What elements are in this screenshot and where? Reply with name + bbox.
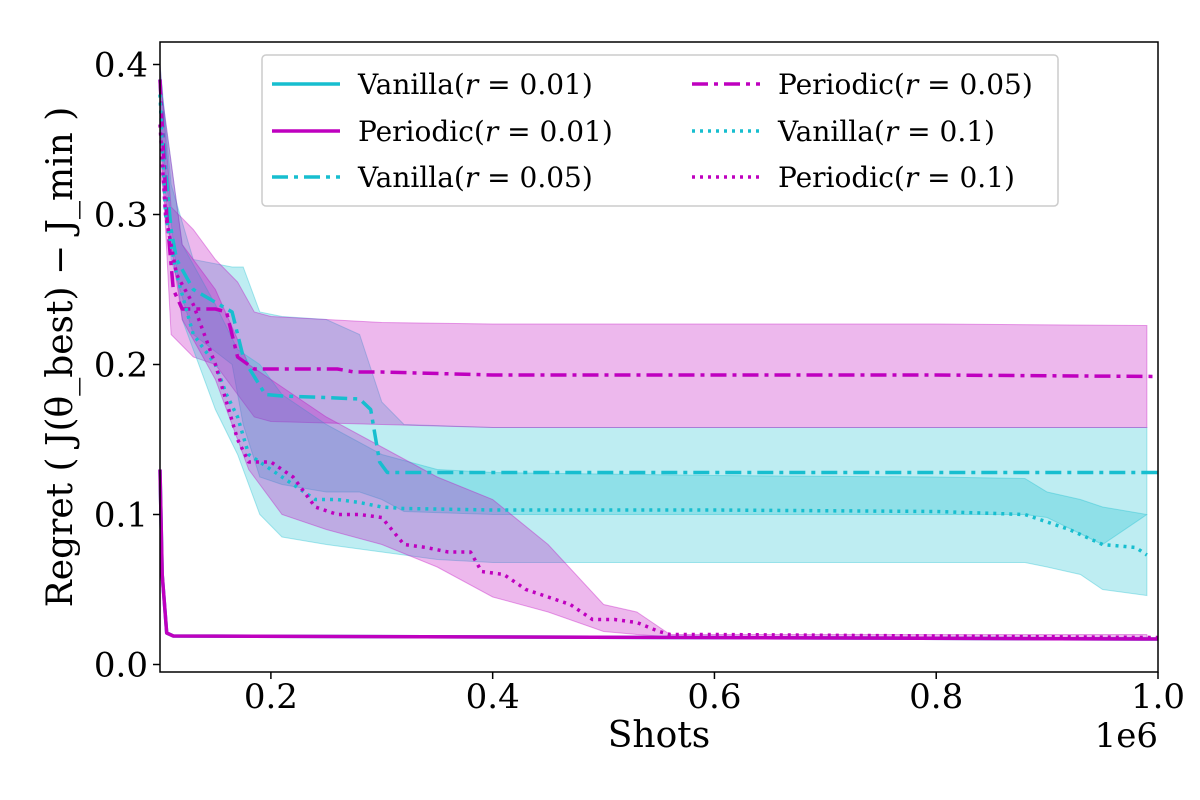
line-series-1 [158,469,1159,641]
plot-frame [159,41,1159,673]
legend-label: Periodic(r = 0.01) [358,115,613,148]
legend-box [261,54,1059,207]
legend: Vanilla(r = 0.01) Periodic(r = 0.01) Vanil… [261,54,1059,207]
x-offset-label: 1e6 [1095,716,1158,756]
y-tick-label: 0.4 [94,46,148,86]
legend-label: Periodic(r = 0.1) [778,161,1015,194]
legend-label: Vanilla(r = 0.01) [357,68,593,101]
x-tick-label: 0.2 [244,677,298,717]
y-tick-label: 0.0 [94,646,148,686]
y-tick-label: 0.1 [94,496,148,536]
x-tick-label: 0.8 [909,677,963,717]
legend-label: Vanilla(r = 0.05) [357,161,593,194]
x-tick-label: 1.0 [1131,677,1185,717]
y-tick-label: 0.3 [94,196,148,236]
series-lines [158,79,1159,641]
y-axis-label: Regret ( J(θ_best) − J_min ) [40,107,81,608]
x-tick-label: 0.6 [687,677,741,717]
legend-label: Vanilla(r = 0.1) [777,115,995,148]
band-series-2 [159,64,1148,546]
legend-label: Periodic(r = 0.05) [778,68,1033,101]
x-axis-label: Shots [608,715,710,756]
line-series-5 [158,124,1159,640]
line-series-2 [158,79,1158,475]
band-series-4 [159,79,1148,597]
x-tick-label: 0.4 [466,677,520,717]
axis-ticks: 0.2 0.4 0.6 0.8 1.0 0.0 0.1 0.2 0.3 0.4 [94,46,1185,718]
y-tick-label: 0.2 [94,346,148,386]
